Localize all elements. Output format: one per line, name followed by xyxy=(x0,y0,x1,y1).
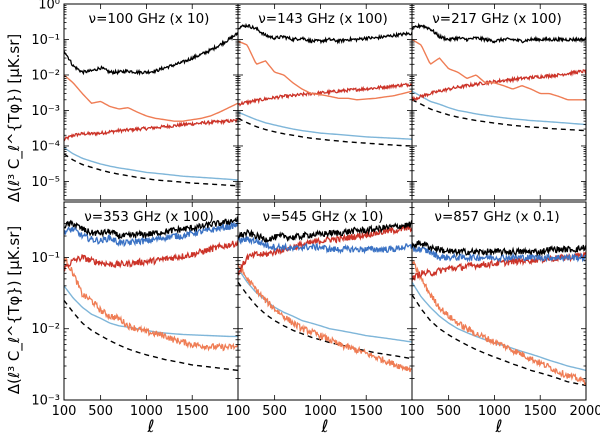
series-line xyxy=(64,240,238,272)
panel-frame xyxy=(411,201,587,401)
panel-series-group xyxy=(412,22,586,132)
panel-frame xyxy=(411,3,587,201)
series-line xyxy=(64,219,238,248)
panel-series-group xyxy=(64,32,238,187)
series-line xyxy=(238,40,412,101)
series-line xyxy=(64,285,238,338)
panel-series-group xyxy=(64,216,238,372)
series-line xyxy=(412,240,586,258)
panel-title: ν=100 GHz (x 10) xyxy=(89,11,210,27)
series-line xyxy=(238,82,412,107)
y-tick-label: 10⁻⁴ xyxy=(31,139,60,154)
series-line xyxy=(64,216,238,240)
panel-title: ν=143 GHz (x 100) xyxy=(258,11,387,27)
series-line xyxy=(412,90,586,126)
series-line xyxy=(412,69,586,102)
x-tick-label: 1500 xyxy=(524,404,557,419)
panel-title: ν=217 GHz (x 100) xyxy=(432,11,561,27)
panel-3: ν=217 GHz (x 100) xyxy=(411,3,587,201)
x-tick-label: 1500 xyxy=(176,404,209,419)
y-tick-label: 10⁻⁵ xyxy=(31,175,60,190)
series-line xyxy=(412,38,586,101)
y-tick-label: 10⁻² xyxy=(31,322,60,337)
x-tick-label: 2000 xyxy=(569,404,600,419)
series-line xyxy=(64,118,238,142)
y-axis-label-top: Δ(ℓ³ C_ℓ^{Tφ}) [μK.sr] xyxy=(5,34,24,202)
panel-series-group xyxy=(238,22,412,147)
x-axis-label: ℓ xyxy=(494,417,502,436)
y-tick-label: 10⁻¹ xyxy=(31,251,60,266)
panel-series-group xyxy=(238,219,412,373)
series-line xyxy=(64,299,238,372)
y-tick-label: 10⁻³ xyxy=(31,394,60,409)
series-line xyxy=(238,268,412,343)
series-line xyxy=(412,245,586,264)
y-tick-label: 10⁻³ xyxy=(31,104,60,119)
panel-title: ν=353 GHz (x 100) xyxy=(84,209,213,225)
panel-6: 100 500 1000 1500 2000 ℓ ν=857 GHz (x 0.1) xyxy=(400,201,600,436)
series-line xyxy=(64,147,238,181)
series-line xyxy=(412,22,586,44)
y-tick-label: 10⁻² xyxy=(31,68,60,83)
series-line xyxy=(412,99,586,132)
x-tick-label: 500 xyxy=(88,404,113,419)
panel-1: 10⁰ 10⁻¹ 10⁻² 10⁻³ 10⁻⁴ 10⁻⁵ ν=100 GHz (x 10) xyxy=(31,0,239,201)
series-line xyxy=(238,263,412,373)
panel-title: ν=857 GHz (x 0.1) xyxy=(434,209,559,225)
series-line xyxy=(412,259,586,386)
series-line xyxy=(238,219,412,243)
x-tick-label: 500 xyxy=(262,404,287,419)
x-tick-label: 1500 xyxy=(350,404,383,419)
x-tick-label: 1000 xyxy=(478,404,511,419)
x-tick-label: 100 xyxy=(400,404,425,419)
panel-2: ν=143 GHz (x 100) xyxy=(237,3,413,201)
y-axis-label-bottom: Δ(ℓ³ C_ℓ^{Tφ}) [μK.sr] xyxy=(5,226,24,394)
series-line xyxy=(64,32,238,76)
series-line xyxy=(238,117,412,147)
series-line xyxy=(412,281,586,372)
x-tick-label: 100 xyxy=(226,404,251,419)
series-line xyxy=(238,235,412,255)
series-line xyxy=(64,256,238,352)
panel-title: ν=545 GHz (x 10) xyxy=(263,209,384,225)
x-tick-label: 500 xyxy=(436,404,461,419)
series-line xyxy=(412,294,586,387)
x-tick-label: 100 xyxy=(52,404,77,419)
series-line xyxy=(238,281,412,360)
panel-5: 100 500 1000 1500 ℓ ν=545 GHz (x 10) xyxy=(226,201,413,436)
series-line xyxy=(238,111,412,140)
series-line xyxy=(64,153,238,187)
panel-series-group xyxy=(412,240,586,387)
series-line xyxy=(238,224,412,276)
y-tick-label: 10⁻¹ xyxy=(31,33,60,48)
x-axis-label: ℓ xyxy=(320,417,328,436)
series-line xyxy=(238,22,412,45)
x-axis-label: ℓ xyxy=(146,417,154,436)
x-tick-label: 1000 xyxy=(130,404,163,419)
x-tick-label: 1000 xyxy=(304,404,337,419)
series-line xyxy=(64,74,238,122)
y-tick-label: 10⁰ xyxy=(38,0,60,13)
panels-layer: 10⁰ 10⁻¹ 10⁻² 10⁻³ 10⁻⁴ 10⁻⁵ ν=100 GHz (x 10) ν… xyxy=(31,0,600,436)
